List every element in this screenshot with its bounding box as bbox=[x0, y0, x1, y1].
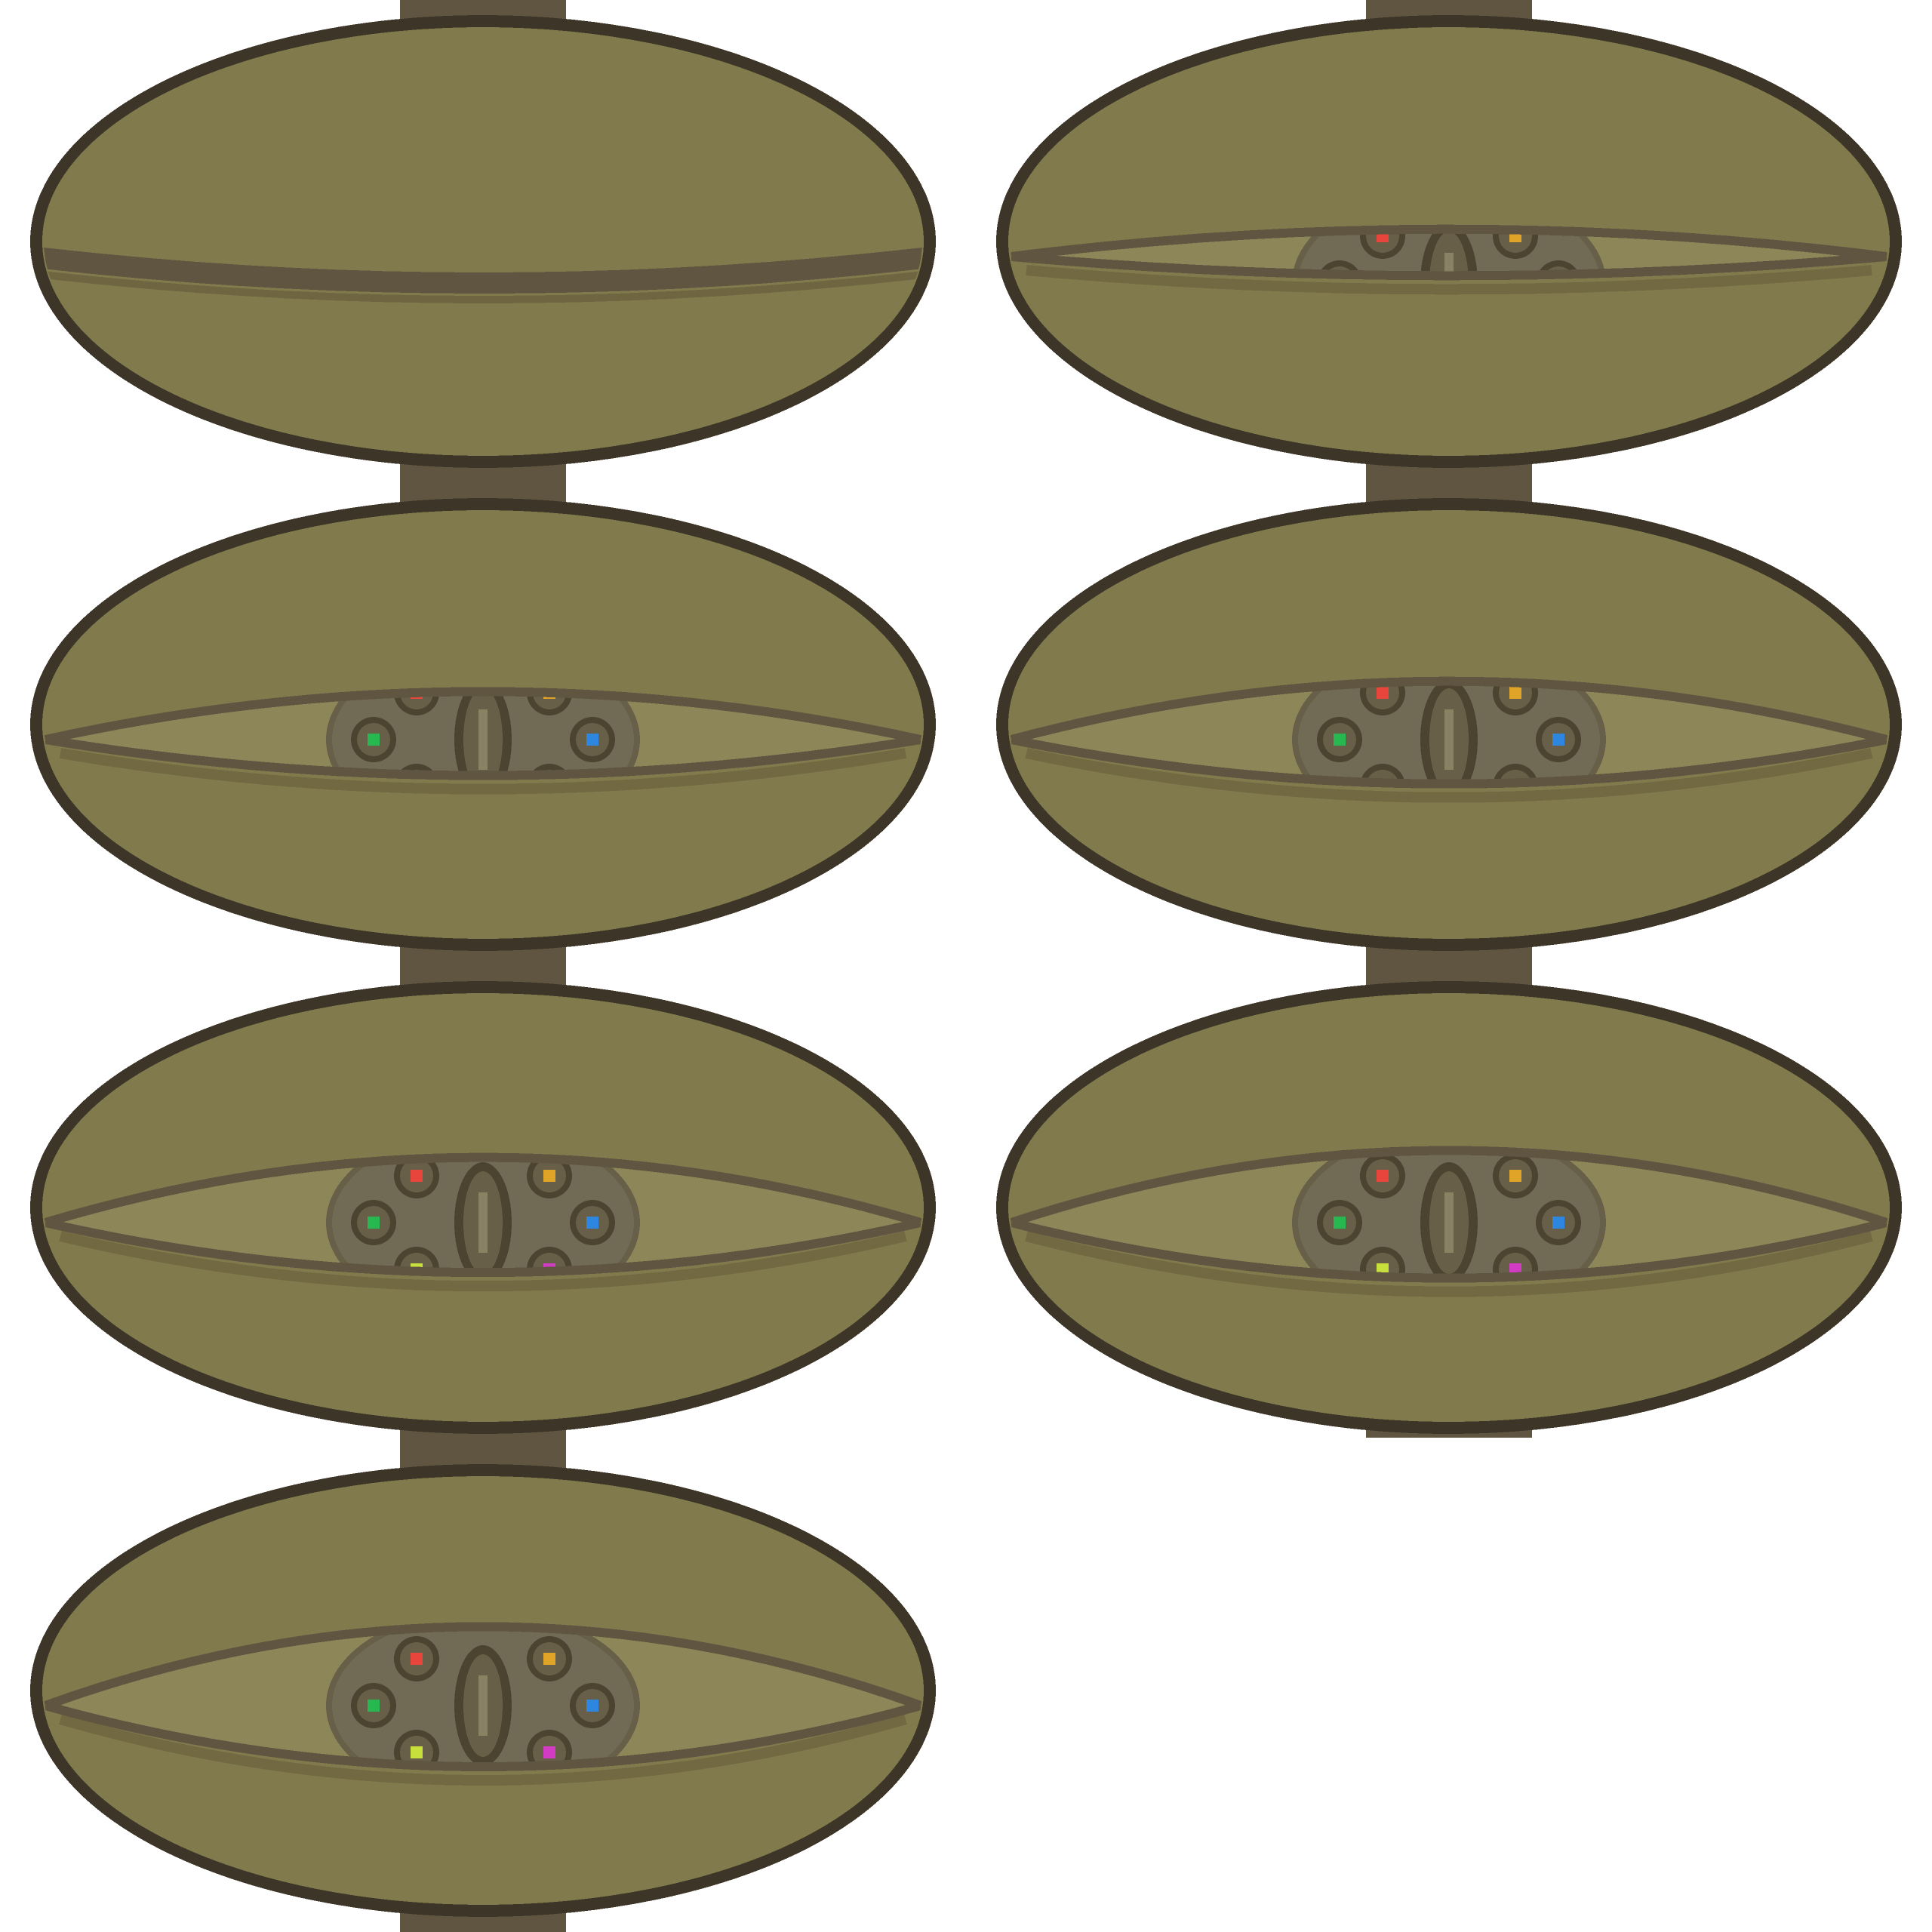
upper-lid-line bbox=[44, 1622, 922, 1710]
eye-frame bbox=[30, 1464, 936, 1917]
pupil-highlight bbox=[1444, 709, 1454, 770]
lower-lid-shadow bbox=[59, 1231, 907, 1292]
pupil-inner bbox=[1429, 232, 1469, 276]
green-gem bbox=[1334, 1217, 1346, 1229]
red-gem bbox=[1377, 1170, 1389, 1182]
closed-lid-shadow bbox=[44, 269, 922, 303]
lower-lid-line bbox=[44, 1701, 922, 1771]
green-gem bbox=[368, 734, 380, 746]
yellow-gem-socket-inner bbox=[1366, 770, 1399, 784]
iris bbox=[1292, 1150, 1606, 1278]
upper-lid-line bbox=[1011, 224, 1887, 261]
blue-gem bbox=[586, 1217, 598, 1229]
eye-frame bbox=[996, 15, 1902, 468]
lower-lid-shadow bbox=[1025, 1231, 1873, 1297]
blue-gem bbox=[1552, 734, 1564, 746]
shell-interior bbox=[44, 687, 922, 795]
green-gem bbox=[368, 1700, 380, 1712]
orange-gem bbox=[1509, 1170, 1521, 1182]
blue-gem bbox=[586, 1700, 598, 1712]
lower-lid-shadow bbox=[1026, 265, 1872, 295]
lower-lid-line bbox=[1010, 735, 1888, 789]
orange-gem bbox=[543, 1653, 555, 1665]
blue-gem bbox=[586, 734, 598, 746]
lower-lid-shadow bbox=[59, 748, 907, 795]
shell-interior bbox=[1010, 676, 1888, 803]
eye-frame bbox=[30, 498, 936, 951]
shell-body bbox=[42, 27, 924, 456]
upper-lid-line bbox=[1010, 676, 1888, 744]
eye-frame bbox=[30, 15, 936, 468]
pupil-highlight bbox=[1444, 253, 1454, 276]
lower-lid-shadow bbox=[1025, 748, 1873, 803]
red-gem bbox=[1377, 687, 1389, 699]
lower-lid-line bbox=[1010, 1218, 1888, 1283]
orange-gem bbox=[1509, 687, 1521, 699]
magenta-gem bbox=[543, 1746, 555, 1758]
green-gem bbox=[368, 1217, 380, 1229]
pupil-highlight bbox=[1444, 1192, 1454, 1253]
eye-frame bbox=[996, 981, 1902, 1434]
red-gem bbox=[411, 1653, 423, 1665]
pupil-highlight bbox=[478, 1192, 488, 1253]
lower-lid-shadow bbox=[59, 1714, 907, 1786]
shell-interior bbox=[1011, 224, 1887, 295]
magenta-gem-socket-inner bbox=[1499, 770, 1532, 784]
yellow-gem bbox=[411, 1746, 423, 1758]
shell-interior bbox=[44, 246, 922, 303]
eye-frame bbox=[30, 981, 936, 1434]
lower-lid-line bbox=[44, 1218, 922, 1278]
lower-lid-line bbox=[45, 735, 921, 780]
red-gem bbox=[411, 1170, 423, 1182]
shell-interior bbox=[44, 1622, 922, 1786]
iris bbox=[1292, 681, 1606, 784]
closed-lid-seam bbox=[44, 246, 922, 294]
shell-interior bbox=[44, 1152, 922, 1292]
upper-lid-line bbox=[44, 687, 922, 744]
green-gem bbox=[1334, 734, 1346, 746]
iris bbox=[326, 1626, 640, 1767]
pupil-highlight bbox=[478, 1675, 488, 1736]
upper-lid-line bbox=[44, 1152, 922, 1227]
lower-lid-line bbox=[1011, 252, 1887, 281]
shell-interior bbox=[1010, 1146, 1888, 1297]
eye-frame bbox=[996, 498, 1902, 951]
pupil-highlight bbox=[478, 709, 488, 770]
blue-gem bbox=[1552, 1217, 1564, 1229]
upper-lid-line bbox=[1010, 1146, 1888, 1227]
orange-gem bbox=[543, 1170, 555, 1182]
